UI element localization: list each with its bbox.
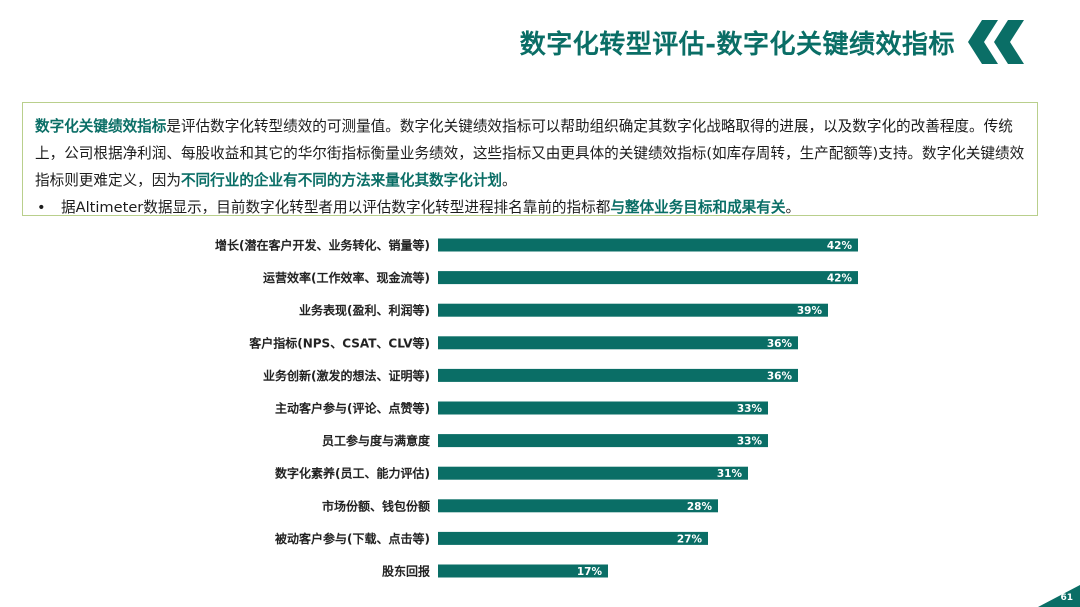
category-label: 客户指标(NPS、CSAT、CLV等)	[248, 335, 430, 350]
category-label: 增长(潜在客户开发、业务转化、销量等)	[215, 238, 430, 253]
bar	[438, 238, 858, 252]
category-label: 数字化素养(员工、能力评估)	[275, 466, 430, 481]
category-label: 业务创新(激发的想法、证明等)	[263, 368, 430, 383]
category-label: 业务表现(盈利、利润等)	[299, 303, 430, 318]
intro-highlight-kpi: 数字化关键绩效指标	[35, 118, 167, 135]
bullet-dot-icon: •	[37, 199, 46, 216]
bullet-highlight: 与整体业务目标和成果有关	[610, 199, 786, 216]
data-label: 33%	[737, 403, 763, 415]
bullet-content: 据Altimeter数据显示，目前数字化转型者用以评估数字化转型进程排名靠前的指…	[61, 194, 800, 221]
bullet-text-end: 。	[785, 199, 801, 216]
bar	[438, 499, 718, 513]
bar	[438, 401, 768, 415]
kpi-bar-chart: 增长(潜在客户开发、业务转化、销量等) 42% 运营效率(工作效率、现金流等) 42%…	[215, 238, 858, 579]
bar	[438, 368, 798, 382]
data-label: 28%	[687, 501, 713, 513]
data-label: 17%	[577, 566, 603, 578]
intro-text-end: 。	[502, 172, 517, 189]
category-label: 被动客户参与(下载、点击等)	[275, 531, 430, 546]
double-chevron-left-icon	[968, 20, 1024, 64]
bar	[438, 531, 708, 545]
data-label: 27%	[677, 533, 703, 545]
category-label: 员工参与度与满意度	[322, 433, 431, 448]
bar	[438, 434, 768, 448]
bullet-text: 据Altimeter数据显示，目前数字化转型者用以评估数字化转型进程排名靠前的指…	[61, 199, 611, 216]
bar	[438, 271, 858, 285]
data-label: 42%	[827, 240, 853, 252]
intro-text: 是评估数字化转型绩效的可测量值。数字化关键绩效指标可以帮助组织确定其数字化战略取…	[35, 118, 1025, 189]
bar	[438, 466, 748, 480]
page-number: 61	[1060, 593, 1073, 603]
category-label: 市场份额、钱包份额	[322, 498, 430, 513]
page-title: 数字化转型评估-数字化关键绩效指标	[519, 30, 955, 60]
data-label: 33%	[737, 436, 763, 448]
data-label: 31%	[717, 468, 743, 480]
data-label: 36%	[767, 338, 793, 350]
data-label: 36%	[767, 370, 793, 382]
bar	[438, 336, 798, 350]
intro-textbox: 数字化关键绩效指标是评估数字化转型绩效的可测量值。数字化关键绩效指标可以帮助组织…	[22, 102, 1038, 216]
data-label: 39%	[797, 305, 823, 317]
category-label: 运营效率(工作效率、现金流等)	[263, 270, 430, 285]
category-label: 主动客户参与(评论、点赞等)	[275, 401, 430, 416]
bar	[438, 564, 608, 578]
data-label: 42%	[827, 273, 853, 285]
intro-bullet: • 据Altimeter数据显示，目前数字化转型者用以评估数字化转型进程排名靠前…	[35, 194, 1025, 221]
intro-paragraph: 数字化关键绩效指标是评估数字化转型绩效的可测量值。数字化关键绩效指标可以帮助组织…	[35, 113, 1025, 194]
bar	[438, 303, 828, 317]
intro-highlight-industry: 不同行业的企业有不同的方法来量化其数字化计划	[180, 172, 503, 189]
category-label: 股东回报	[382, 564, 430, 579]
page-number-badge	[1038, 585, 1080, 607]
